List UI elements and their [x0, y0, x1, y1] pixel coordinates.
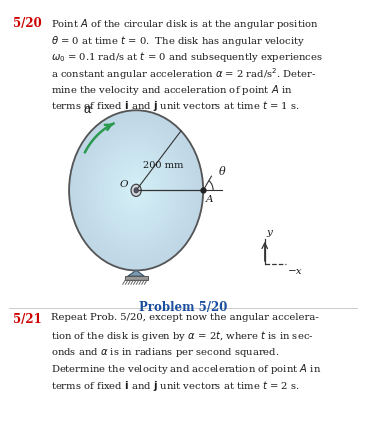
Polygon shape	[128, 271, 144, 276]
Circle shape	[106, 154, 166, 226]
Circle shape	[96, 142, 176, 239]
Circle shape	[103, 150, 170, 230]
Text: A: A	[206, 195, 214, 204]
Circle shape	[92, 139, 180, 243]
Text: y: y	[267, 228, 272, 237]
Text: O: O	[120, 180, 128, 189]
Circle shape	[76, 118, 196, 263]
Circle shape	[134, 188, 138, 192]
Circle shape	[113, 162, 160, 218]
Circle shape	[87, 132, 185, 248]
Circle shape	[101, 148, 171, 232]
Circle shape	[131, 184, 141, 196]
Text: 200 mm: 200 mm	[142, 160, 183, 170]
Text: $\theta$ = 0 at time $t$ = 0.  The disk has angular velocity: $\theta$ = 0 at time $t$ = 0. The disk h…	[51, 34, 305, 48]
Circle shape	[118, 168, 155, 212]
Circle shape	[131, 184, 141, 196]
Text: $\omega_0$ = 0.1 rad/s at $t$ = 0 and subsequently experiences: $\omega_0$ = 0.1 rad/s at $t$ = 0 and su…	[51, 50, 323, 64]
Circle shape	[109, 158, 163, 222]
Circle shape	[71, 112, 201, 268]
Circle shape	[114, 164, 158, 216]
Text: 5/20: 5/20	[13, 17, 42, 30]
Circle shape	[129, 182, 143, 198]
Circle shape	[91, 136, 181, 244]
Text: θ: θ	[219, 167, 226, 177]
Circle shape	[81, 124, 191, 257]
Circle shape	[128, 180, 144, 201]
Circle shape	[78, 120, 195, 260]
Circle shape	[99, 146, 173, 234]
Text: Determine the velocity and acceleration of point $A$ in: Determine the velocity and acceleration …	[51, 362, 321, 376]
Circle shape	[73, 114, 200, 267]
Text: Problem 5/20: Problem 5/20	[139, 301, 227, 314]
Text: Point $A$ of the circular disk is at the angular position: Point $A$ of the circular disk is at the…	[51, 17, 319, 31]
Text: onds and $\alpha$ is in radians per second squared.: onds and $\alpha$ is in radians per seco…	[51, 346, 280, 359]
Circle shape	[108, 156, 165, 224]
Circle shape	[126, 178, 146, 202]
Text: terms of fixed $\mathbf{i}$ and $\mathbf{j}$ unit vectors at time $t$ = 1 s.: terms of fixed $\mathbf{i}$ and $\mathbf…	[51, 100, 300, 114]
Text: −x: −x	[288, 267, 303, 276]
Text: a constant angular acceleration $\alpha$ = 2 rad/s$^2$. Deter-: a constant angular acceleration $\alpha$…	[51, 66, 316, 83]
Text: α: α	[84, 104, 92, 116]
Circle shape	[74, 116, 198, 264]
Circle shape	[104, 153, 168, 229]
Circle shape	[116, 166, 156, 215]
Circle shape	[134, 188, 138, 193]
Circle shape	[97, 144, 175, 236]
Circle shape	[111, 160, 161, 220]
Text: terms of fixed $\mathbf{i}$ and $\mathbf{j}$ unit vectors at time $t$ = 2 s.: terms of fixed $\mathbf{i}$ and $\mathbf…	[51, 378, 300, 393]
Circle shape	[89, 134, 183, 246]
Circle shape	[69, 110, 203, 271]
Circle shape	[86, 130, 186, 250]
Text: tion of the disk is given by $\alpha$ = 2$t$, where $t$ is in sec-: tion of the disk is given by $\alpha$ = …	[51, 329, 314, 343]
Text: 5/21: 5/21	[13, 313, 42, 326]
Circle shape	[79, 122, 193, 258]
Circle shape	[125, 177, 148, 205]
Circle shape	[133, 186, 139, 194]
Text: Repeat Prob. 5/20, except now the angular accelera-: Repeat Prob. 5/20, except now the angula…	[51, 313, 319, 322]
Circle shape	[120, 170, 153, 210]
Circle shape	[123, 174, 149, 206]
Circle shape	[84, 128, 188, 253]
Circle shape	[83, 126, 190, 254]
Bar	[125, 276, 148, 280]
Circle shape	[94, 140, 178, 240]
Text: mine the velocity and acceleration of point $A$ in: mine the velocity and acceleration of po…	[51, 83, 293, 97]
Circle shape	[121, 172, 151, 208]
